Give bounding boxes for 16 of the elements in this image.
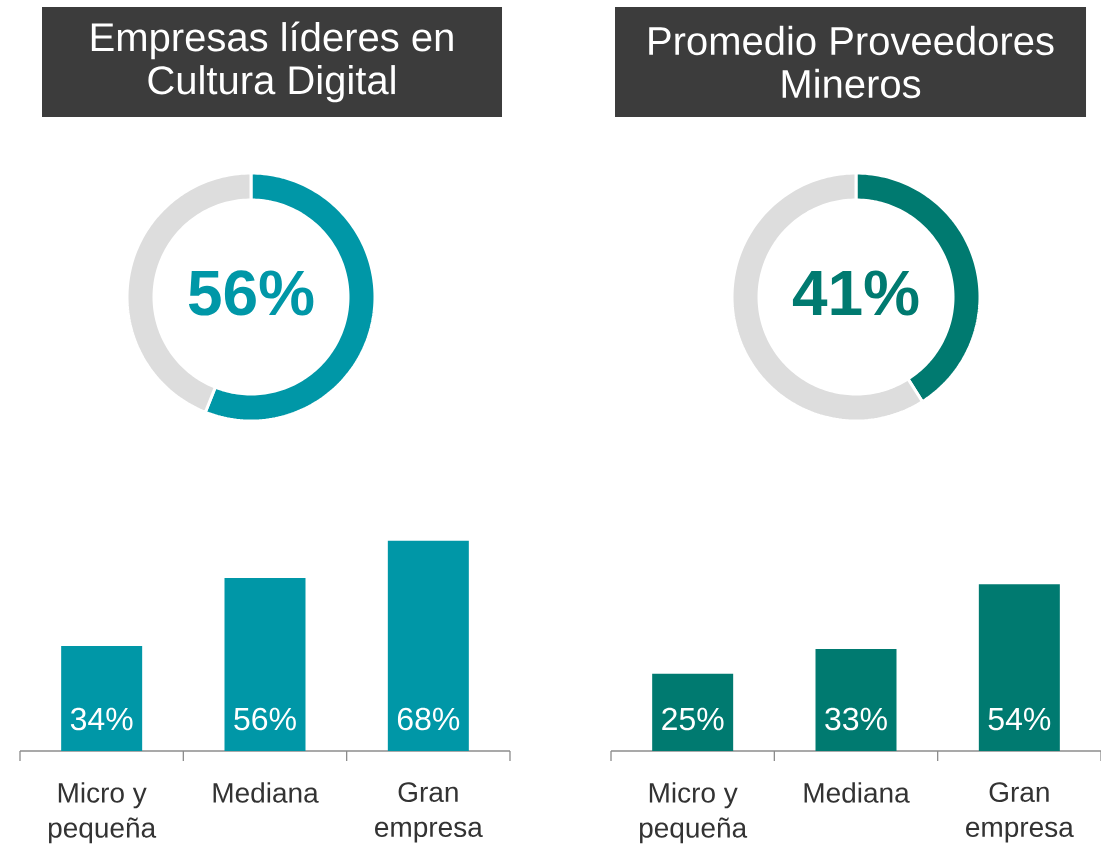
data-label: 54%: [988, 707, 1051, 731]
data-label: 25%: [662, 707, 724, 731]
x-tick-label: Mediana: [213, 782, 319, 803]
data-label: 68%: [397, 707, 460, 731]
data-label: 33%: [825, 707, 887, 731]
data-label: 56%: [234, 707, 296, 731]
x-tick-label: Micro y pequeña: [48, 782, 157, 844]
x-tick-label: Mediana: [804, 782, 910, 803]
chart-title: Empresas líderes en Cultura Digital: [91, 21, 453, 103]
x-tick-label: Gran empresa: [375, 782, 483, 843]
data-label: 56%: [188, 270, 314, 316]
chart-title: Promedio Proveedores Mineros: [649, 25, 1054, 99]
data-label: 41%: [792, 270, 919, 316]
x-tick-label: Micro y pequeña: [639, 782, 748, 844]
data-label: 34%: [70, 707, 133, 731]
x-tick-label: Gran empresa: [966, 782, 1074, 843]
